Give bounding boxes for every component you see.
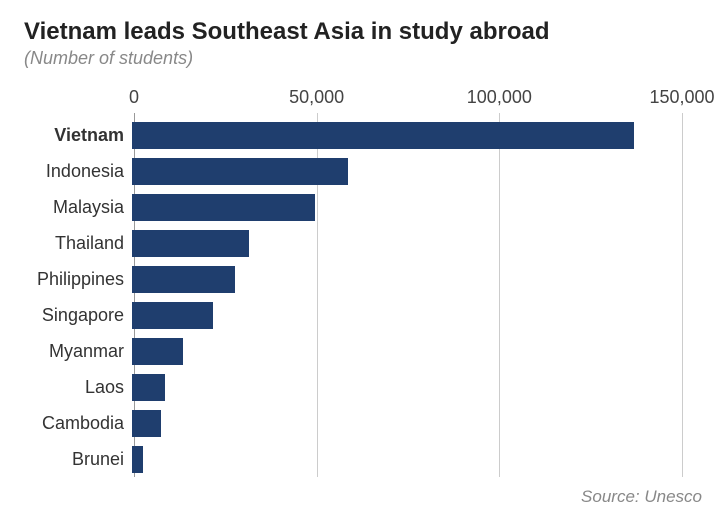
bar	[132, 122, 634, 149]
x-tick-label: 50,000	[289, 87, 344, 108]
bar-track	[132, 189, 682, 225]
bar-row: Thailand	[24, 225, 682, 261]
category-label: Malaysia	[24, 197, 132, 218]
category-label: Laos	[24, 377, 132, 398]
bar-row: Brunei	[24, 441, 682, 477]
bar	[132, 338, 183, 365]
bar-row: Myanmar	[24, 333, 682, 369]
bar-track	[132, 117, 682, 153]
category-label: Indonesia	[24, 161, 132, 182]
bar-row: Vietnam	[24, 117, 682, 153]
category-label: Cambodia	[24, 413, 132, 434]
chart-source: Source: Unesco	[581, 487, 702, 507]
x-tick-label: 100,000	[467, 87, 532, 108]
bar-row: Singapore	[24, 297, 682, 333]
bar	[132, 194, 315, 221]
chart-title: Vietnam leads Southeast Asia in study ab…	[24, 18, 706, 46]
bar-track	[132, 405, 682, 441]
bar	[132, 410, 161, 437]
bar	[132, 374, 165, 401]
bar-track	[132, 333, 682, 369]
bar	[132, 266, 235, 293]
x-axis-ticks: 050,000100,000150,000	[134, 87, 682, 117]
bar-track	[132, 369, 682, 405]
category-label: Thailand	[24, 233, 132, 254]
bar	[132, 302, 213, 329]
bar-track	[132, 225, 682, 261]
bar-row: Laos	[24, 369, 682, 405]
category-label: Brunei	[24, 449, 132, 470]
bar-row: Philippines	[24, 261, 682, 297]
gridline	[682, 113, 683, 477]
bar	[132, 446, 143, 473]
bar-track	[132, 441, 682, 477]
bar-row: Indonesia	[24, 153, 682, 189]
bar	[132, 158, 348, 185]
bar-row: Cambodia	[24, 405, 682, 441]
bar-track	[132, 153, 682, 189]
bar-chart: 050,000100,000150,000 VietnamIndonesiaMa…	[24, 87, 706, 477]
bar-track	[132, 297, 682, 333]
bars-container: Vietnam Indonesia Malaysia Thailand Philippi…	[24, 117, 682, 477]
category-label: Vietnam	[24, 125, 132, 146]
category-label: Philippines	[24, 269, 132, 290]
chart-subtitle: (Number of students)	[24, 48, 706, 69]
x-tick-label: 150,000	[649, 87, 714, 108]
category-label: Singapore	[24, 305, 132, 326]
bar	[132, 230, 249, 257]
category-label: Myanmar	[24, 341, 132, 362]
bar-row: Malaysia	[24, 189, 682, 225]
x-tick-label: 0	[129, 87, 139, 108]
bar-track	[132, 261, 682, 297]
